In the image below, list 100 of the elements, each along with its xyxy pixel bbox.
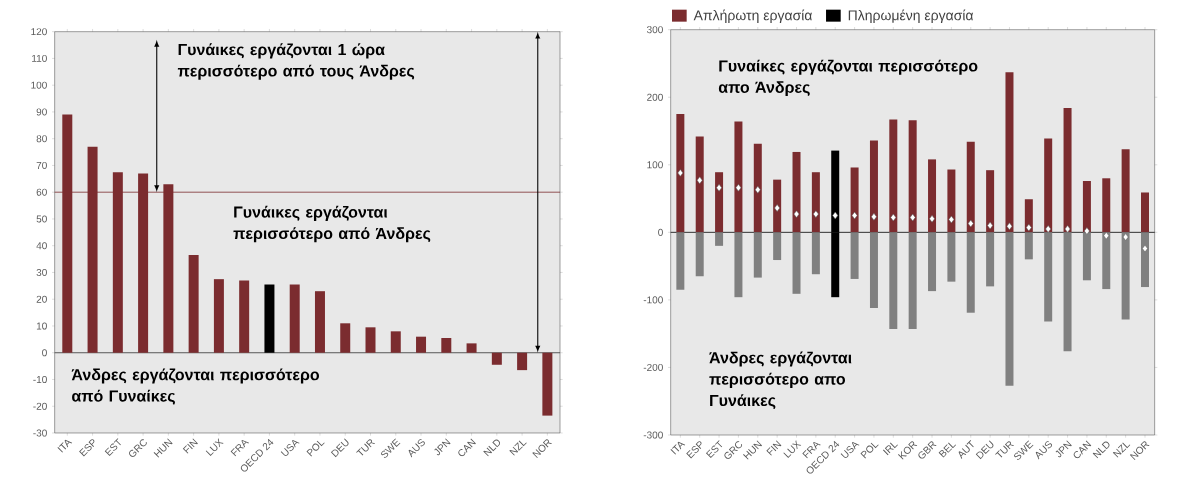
bar xyxy=(986,232,995,287)
bar xyxy=(734,121,743,233)
y-tick-label: 0 xyxy=(658,228,663,236)
bar xyxy=(1044,232,1053,322)
bar xyxy=(986,170,995,233)
point xyxy=(851,211,858,220)
bar xyxy=(908,232,917,329)
y-tick-label: 80 xyxy=(36,135,47,143)
bar xyxy=(715,232,724,246)
annotation: Γυναίκες εργάζονται περισσότερο απο Άνδρες xyxy=(718,59,978,97)
point xyxy=(1006,222,1013,230)
x-tick-label: FIN xyxy=(766,440,782,456)
point xyxy=(754,186,761,194)
point xyxy=(909,213,916,222)
bar xyxy=(1140,232,1149,288)
bar xyxy=(869,140,878,233)
bar xyxy=(1121,149,1130,233)
bar xyxy=(889,119,898,233)
x-tick-label: POL xyxy=(306,440,325,457)
point xyxy=(1122,233,1129,241)
bar xyxy=(1044,138,1053,233)
y-tick-label: 90 xyxy=(36,108,47,116)
bar xyxy=(1063,232,1072,352)
x-tick-label: BEL xyxy=(938,442,957,458)
bar xyxy=(850,232,859,279)
bar xyxy=(966,141,975,233)
point xyxy=(871,213,877,221)
bar xyxy=(928,159,937,233)
y-tick-label: 120 xyxy=(31,28,47,36)
y-tick-label: 70 xyxy=(36,161,47,169)
x-tick-label: USA xyxy=(280,439,300,456)
y-tick-label: 40 xyxy=(36,242,47,250)
bar xyxy=(1102,232,1111,290)
x-tick-label: CAN xyxy=(458,438,476,457)
bar xyxy=(734,232,743,298)
point xyxy=(1045,225,1052,233)
bar xyxy=(517,352,528,371)
y-tick-label: -100 xyxy=(643,296,663,304)
bar xyxy=(947,169,956,233)
y-tick-label: 100 xyxy=(31,81,47,89)
x-tick-label: ITA xyxy=(57,439,73,453)
y-tick-label: -10 xyxy=(33,375,47,384)
y-tick-label: 60 xyxy=(36,188,47,196)
annotation: Γυνάικες εργάζονται 1 ώρα περισσότερο από τους Άνδρες xyxy=(177,43,415,80)
point xyxy=(696,176,703,185)
y-tick-label: -30 xyxy=(33,429,47,437)
bar xyxy=(466,343,477,353)
point xyxy=(735,184,742,192)
point xyxy=(1084,227,1090,235)
x-tick-label: IRL xyxy=(882,442,898,456)
point xyxy=(967,219,974,228)
x-tick-label: FIN xyxy=(182,438,198,454)
point xyxy=(774,204,781,212)
x-tick-label: TUR xyxy=(995,441,1014,458)
point xyxy=(1064,225,1071,233)
bar xyxy=(365,327,376,353)
bar xyxy=(1024,232,1033,260)
point xyxy=(716,184,722,192)
y-tick-label: -20 xyxy=(33,402,47,410)
y-tick-label: 0 xyxy=(42,349,47,357)
x-tick-label: TUR xyxy=(356,439,376,456)
bar xyxy=(314,291,325,353)
bar xyxy=(773,232,782,261)
bar xyxy=(264,284,275,353)
y-tick-label: 20 xyxy=(36,295,47,303)
bar xyxy=(773,179,782,233)
x-tick-label: NZL xyxy=(509,440,527,456)
legend-label: Πληρωμένη εργασία xyxy=(848,9,974,24)
bar xyxy=(1082,181,1091,233)
point xyxy=(677,169,684,177)
y-tick-label: 50 xyxy=(36,215,47,223)
bar xyxy=(811,172,820,233)
x-tick-label: NLD xyxy=(483,439,501,457)
y-tick-label: 200 xyxy=(647,93,663,101)
bar xyxy=(390,331,401,353)
bar xyxy=(792,232,801,294)
bar xyxy=(753,143,762,233)
bar xyxy=(908,120,917,233)
bar xyxy=(889,232,898,329)
point xyxy=(929,215,935,223)
point xyxy=(813,210,819,218)
bar xyxy=(792,151,801,233)
bar xyxy=(753,232,762,278)
bar xyxy=(1005,72,1014,233)
bar xyxy=(491,352,502,365)
bar xyxy=(695,136,704,233)
annotation: Άνδρες εργάζονται περισσότερο απο Γυνάικες xyxy=(709,351,852,410)
point xyxy=(890,213,897,222)
y-tick-label: -200 xyxy=(643,363,663,371)
bar xyxy=(1102,178,1111,233)
y-tick-label: 10 xyxy=(36,322,47,330)
bar xyxy=(340,323,351,353)
point xyxy=(1025,223,1032,232)
point xyxy=(793,210,800,218)
annotation: Άνδρες εργάζονται περισσότερο από Γυναίκες xyxy=(71,368,320,405)
bar xyxy=(676,232,685,290)
bar xyxy=(850,167,859,233)
y-tick-label: -300 xyxy=(643,431,663,439)
bar xyxy=(213,279,224,353)
y-tick-label: 100 xyxy=(647,161,663,169)
